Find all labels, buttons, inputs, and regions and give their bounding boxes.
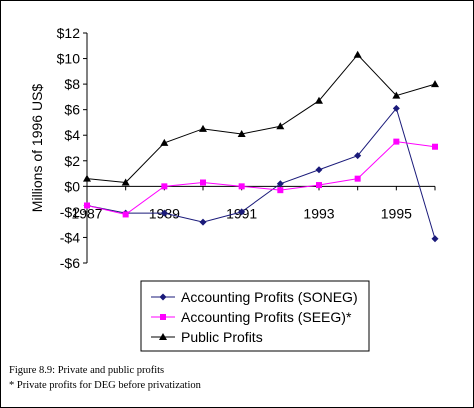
data-point xyxy=(392,104,400,112)
data-point xyxy=(84,202,90,209)
data-point xyxy=(160,209,168,217)
data-point xyxy=(199,124,207,132)
y-tick-label: $0 xyxy=(64,178,80,194)
legend-marker xyxy=(159,293,167,301)
data-point xyxy=(354,175,361,182)
data-point xyxy=(353,50,362,58)
data-point xyxy=(122,211,129,218)
data-point xyxy=(315,166,323,174)
data-point xyxy=(238,208,246,216)
data-point xyxy=(393,138,400,145)
data-point xyxy=(199,218,207,226)
data-point xyxy=(432,143,438,150)
data-point xyxy=(431,80,439,88)
data-point xyxy=(315,96,323,104)
x-tick-label: 1995 xyxy=(381,205,412,221)
y-tick-label: $8 xyxy=(64,76,80,92)
y-tick-label: -$2 xyxy=(60,204,80,220)
legend-marker xyxy=(159,333,167,340)
data-point xyxy=(83,174,91,182)
data-point xyxy=(200,179,206,186)
y-tick-label: -$4 xyxy=(60,229,80,245)
data-point xyxy=(121,178,130,186)
data-point xyxy=(316,182,322,189)
data-point xyxy=(161,183,168,190)
legend-label: Accounting Profits (SONEG) xyxy=(181,289,358,305)
y-axis-label: Millions of 1996 US$ xyxy=(29,84,45,213)
legend-label: Public Profits xyxy=(181,329,263,345)
x-tick-label: 1993 xyxy=(303,205,334,221)
legend-marker xyxy=(160,314,166,320)
y-tick-label: $4 xyxy=(64,127,80,143)
y-tick-label: $12 xyxy=(57,25,81,41)
legend-box xyxy=(140,280,370,352)
data-point xyxy=(237,129,246,137)
y-tick-label: $10 xyxy=(57,51,81,67)
data-point xyxy=(276,180,284,188)
series-line-2 xyxy=(86,141,436,215)
data-point xyxy=(392,91,401,99)
data-point xyxy=(160,138,169,146)
series-line-1 xyxy=(86,107,436,239)
figure-caption: Figure 8.9: Private and public profits xyxy=(9,365,165,376)
data-point xyxy=(276,122,285,130)
data-point xyxy=(354,152,362,160)
y-tick-label: $6 xyxy=(64,102,80,118)
figure-footnote: * Private profits for DEG before privati… xyxy=(9,380,201,391)
data-point xyxy=(431,235,439,243)
legend-label: Accounting Profits (SEEG)* xyxy=(181,309,352,325)
x-tick-label: 1987 xyxy=(71,205,102,221)
y-tick-label: $2 xyxy=(64,153,80,169)
data-point xyxy=(277,187,284,194)
series-line-3 xyxy=(86,53,436,184)
data-point xyxy=(238,183,245,190)
y-tick-label: -$6 xyxy=(60,255,80,271)
